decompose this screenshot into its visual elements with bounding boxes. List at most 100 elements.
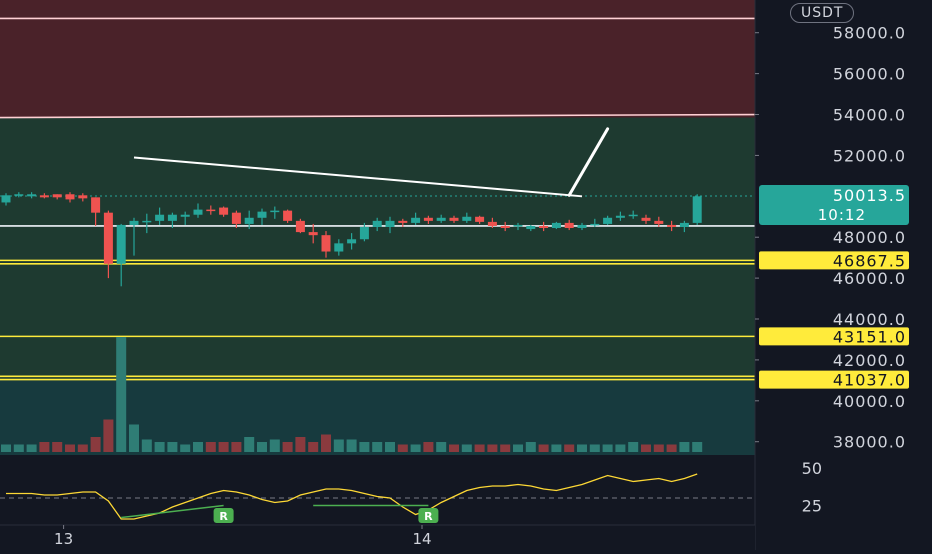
candle-body [526, 225, 536, 230]
candle-body [398, 220, 408, 223]
volume-bar [295, 437, 306, 452]
candle-body [411, 217, 421, 223]
candle-body [475, 216, 485, 222]
candle-body [628, 214, 638, 217]
candle [52, 194, 62, 200]
candle-body [155, 214, 165, 221]
candle [692, 194, 702, 225]
candle-body [78, 195, 88, 199]
volume-bar [397, 444, 408, 452]
price-tick-label: 56000.0 [833, 65, 906, 84]
candle [449, 215, 459, 223]
time-tick-label: 13 [54, 530, 73, 548]
volume-bar [385, 442, 395, 452]
candle [615, 211, 625, 221]
volume-bar [500, 444, 511, 452]
candle [513, 222, 523, 231]
volume-bar [218, 442, 229, 452]
volume-bar [257, 442, 267, 452]
candle-body [129, 220, 139, 225]
volume-bar [359, 442, 370, 452]
price-tick-label: 46000.0 [833, 269, 906, 288]
candle [39, 193, 49, 199]
volume-bar [589, 444, 600, 452]
candle [679, 220, 689, 233]
volume-bar [692, 442, 703, 452]
candle-body [347, 239, 357, 244]
candle [142, 213, 152, 234]
divergence-label: R [418, 508, 439, 523]
candle-body [39, 195, 49, 198]
candle [577, 222, 587, 231]
projection-arrow [567, 127, 610, 197]
candle-body [244, 217, 254, 224]
volume-bar [474, 444, 485, 452]
candle [14, 192, 24, 198]
candle [257, 208, 267, 225]
volume-bar [653, 444, 664, 452]
candle-body [564, 222, 574, 229]
candle-body [142, 220, 152, 223]
candle-body [679, 222, 689, 227]
volume-bar [141, 439, 152, 452]
candle-body [167, 214, 177, 221]
candle [295, 218, 305, 234]
price-tick-label: 40000.0 [833, 392, 906, 411]
volume-bar [666, 444, 677, 452]
volume-bar [129, 424, 139, 452]
price-tick-label: 52000.0 [833, 146, 906, 165]
volume-bar [641, 444, 651, 452]
volume-bar [551, 444, 562, 452]
volume-bar [1, 444, 11, 452]
candle-body [180, 214, 190, 217]
candle [91, 197, 101, 226]
divergence-label: R [213, 508, 234, 523]
volume-bar [628, 442, 639, 452]
level-price-label-text: 41037.0 [833, 371, 906, 390]
volume-bar [615, 444, 626, 452]
candle-body [270, 210, 280, 213]
candle [244, 210, 254, 230]
candle-body [1, 195, 11, 203]
divergence-line [121, 504, 224, 519]
candle [78, 193, 88, 202]
volume-bar [423, 442, 434, 452]
divergence-label-text: R [424, 510, 433, 523]
candle [334, 239, 344, 256]
candle [603, 215, 613, 225]
volume-bar [13, 444, 24, 452]
volume-bar [436, 442, 447, 452]
candle [193, 203, 203, 218]
candle [308, 223, 318, 244]
candle-body [513, 224, 523, 227]
candle [116, 223, 126, 287]
candle [590, 218, 600, 227]
candle [411, 212, 421, 225]
level-price-label: 46867.5 [759, 251, 909, 270]
candle-body [539, 225, 549, 229]
price-tick-label: 38000.0 [833, 433, 906, 452]
volume-bar [487, 444, 498, 452]
candle-body [65, 194, 75, 200]
price-tick-label: 48000.0 [833, 228, 906, 247]
candle [462, 212, 472, 223]
candle-body [116, 224, 126, 264]
volume-bar [180, 444, 191, 452]
volume-bar [525, 442, 536, 452]
candle-body [359, 226, 369, 240]
currency-badge[interactable]: USDT [790, 3, 855, 23]
price-tick-label: 42000.0 [833, 351, 906, 370]
candle-body [295, 220, 305, 233]
candle-body [692, 196, 702, 223]
candle-body [423, 217, 433, 221]
candle [1, 193, 11, 206]
candle-body [103, 212, 113, 264]
candle-body [462, 216, 472, 221]
candle [27, 192, 37, 199]
candle [539, 221, 549, 232]
volume-bar [244, 437, 255, 452]
candle [321, 231, 331, 258]
volume-bar [679, 442, 690, 452]
